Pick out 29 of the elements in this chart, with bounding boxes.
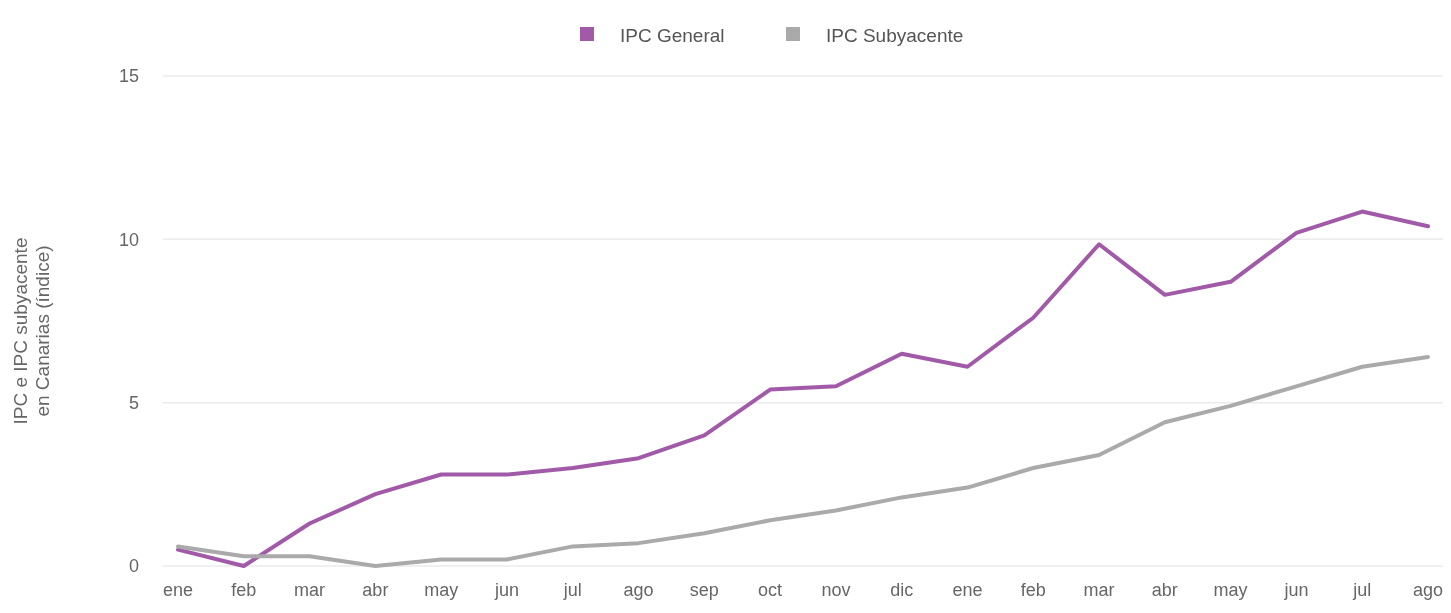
x-tick-label: abr xyxy=(1151,580,1178,600)
x-tick-label: feb xyxy=(1020,580,1046,600)
x-tick-label: nov xyxy=(821,580,851,600)
x-tick-label: mar xyxy=(294,580,326,600)
legend-label: IPC Subyacente xyxy=(826,24,964,46)
x-tick-label: mar xyxy=(1083,580,1115,600)
y-tick-label: 0 xyxy=(128,556,139,577)
x-tick-label: may xyxy=(424,580,459,600)
x-tick-label: abr xyxy=(362,580,389,600)
x-tick-label: ene xyxy=(162,580,194,600)
y-tick-label: 10 xyxy=(118,229,139,250)
x-tick-label: jun xyxy=(1283,580,1309,600)
y-tick-label: 5 xyxy=(128,392,139,413)
legend-label: IPC General xyxy=(620,24,725,46)
y-tick-label: 15 xyxy=(118,66,139,87)
x-tick-label: may xyxy=(1213,580,1248,600)
x-tick-label: oct xyxy=(758,580,783,600)
x-tick-label: ene xyxy=(952,580,983,600)
x-tick-label: jul xyxy=(1352,580,1372,600)
x-tick-label: feb xyxy=(231,580,257,600)
line-series xyxy=(176,354,1430,568)
x-tick-label: sep xyxy=(689,580,719,600)
x-tick-label: ago xyxy=(1412,580,1444,600)
line-series xyxy=(176,209,1430,568)
x-tick-label: dic xyxy=(890,580,914,600)
x-tick-label: jul xyxy=(562,580,582,600)
x-tick-label: jun xyxy=(493,580,519,600)
x-tick-label: ago xyxy=(623,580,654,600)
y-axis-title: IPC e IPC subyacente en Canarias (índice) xyxy=(10,237,53,425)
